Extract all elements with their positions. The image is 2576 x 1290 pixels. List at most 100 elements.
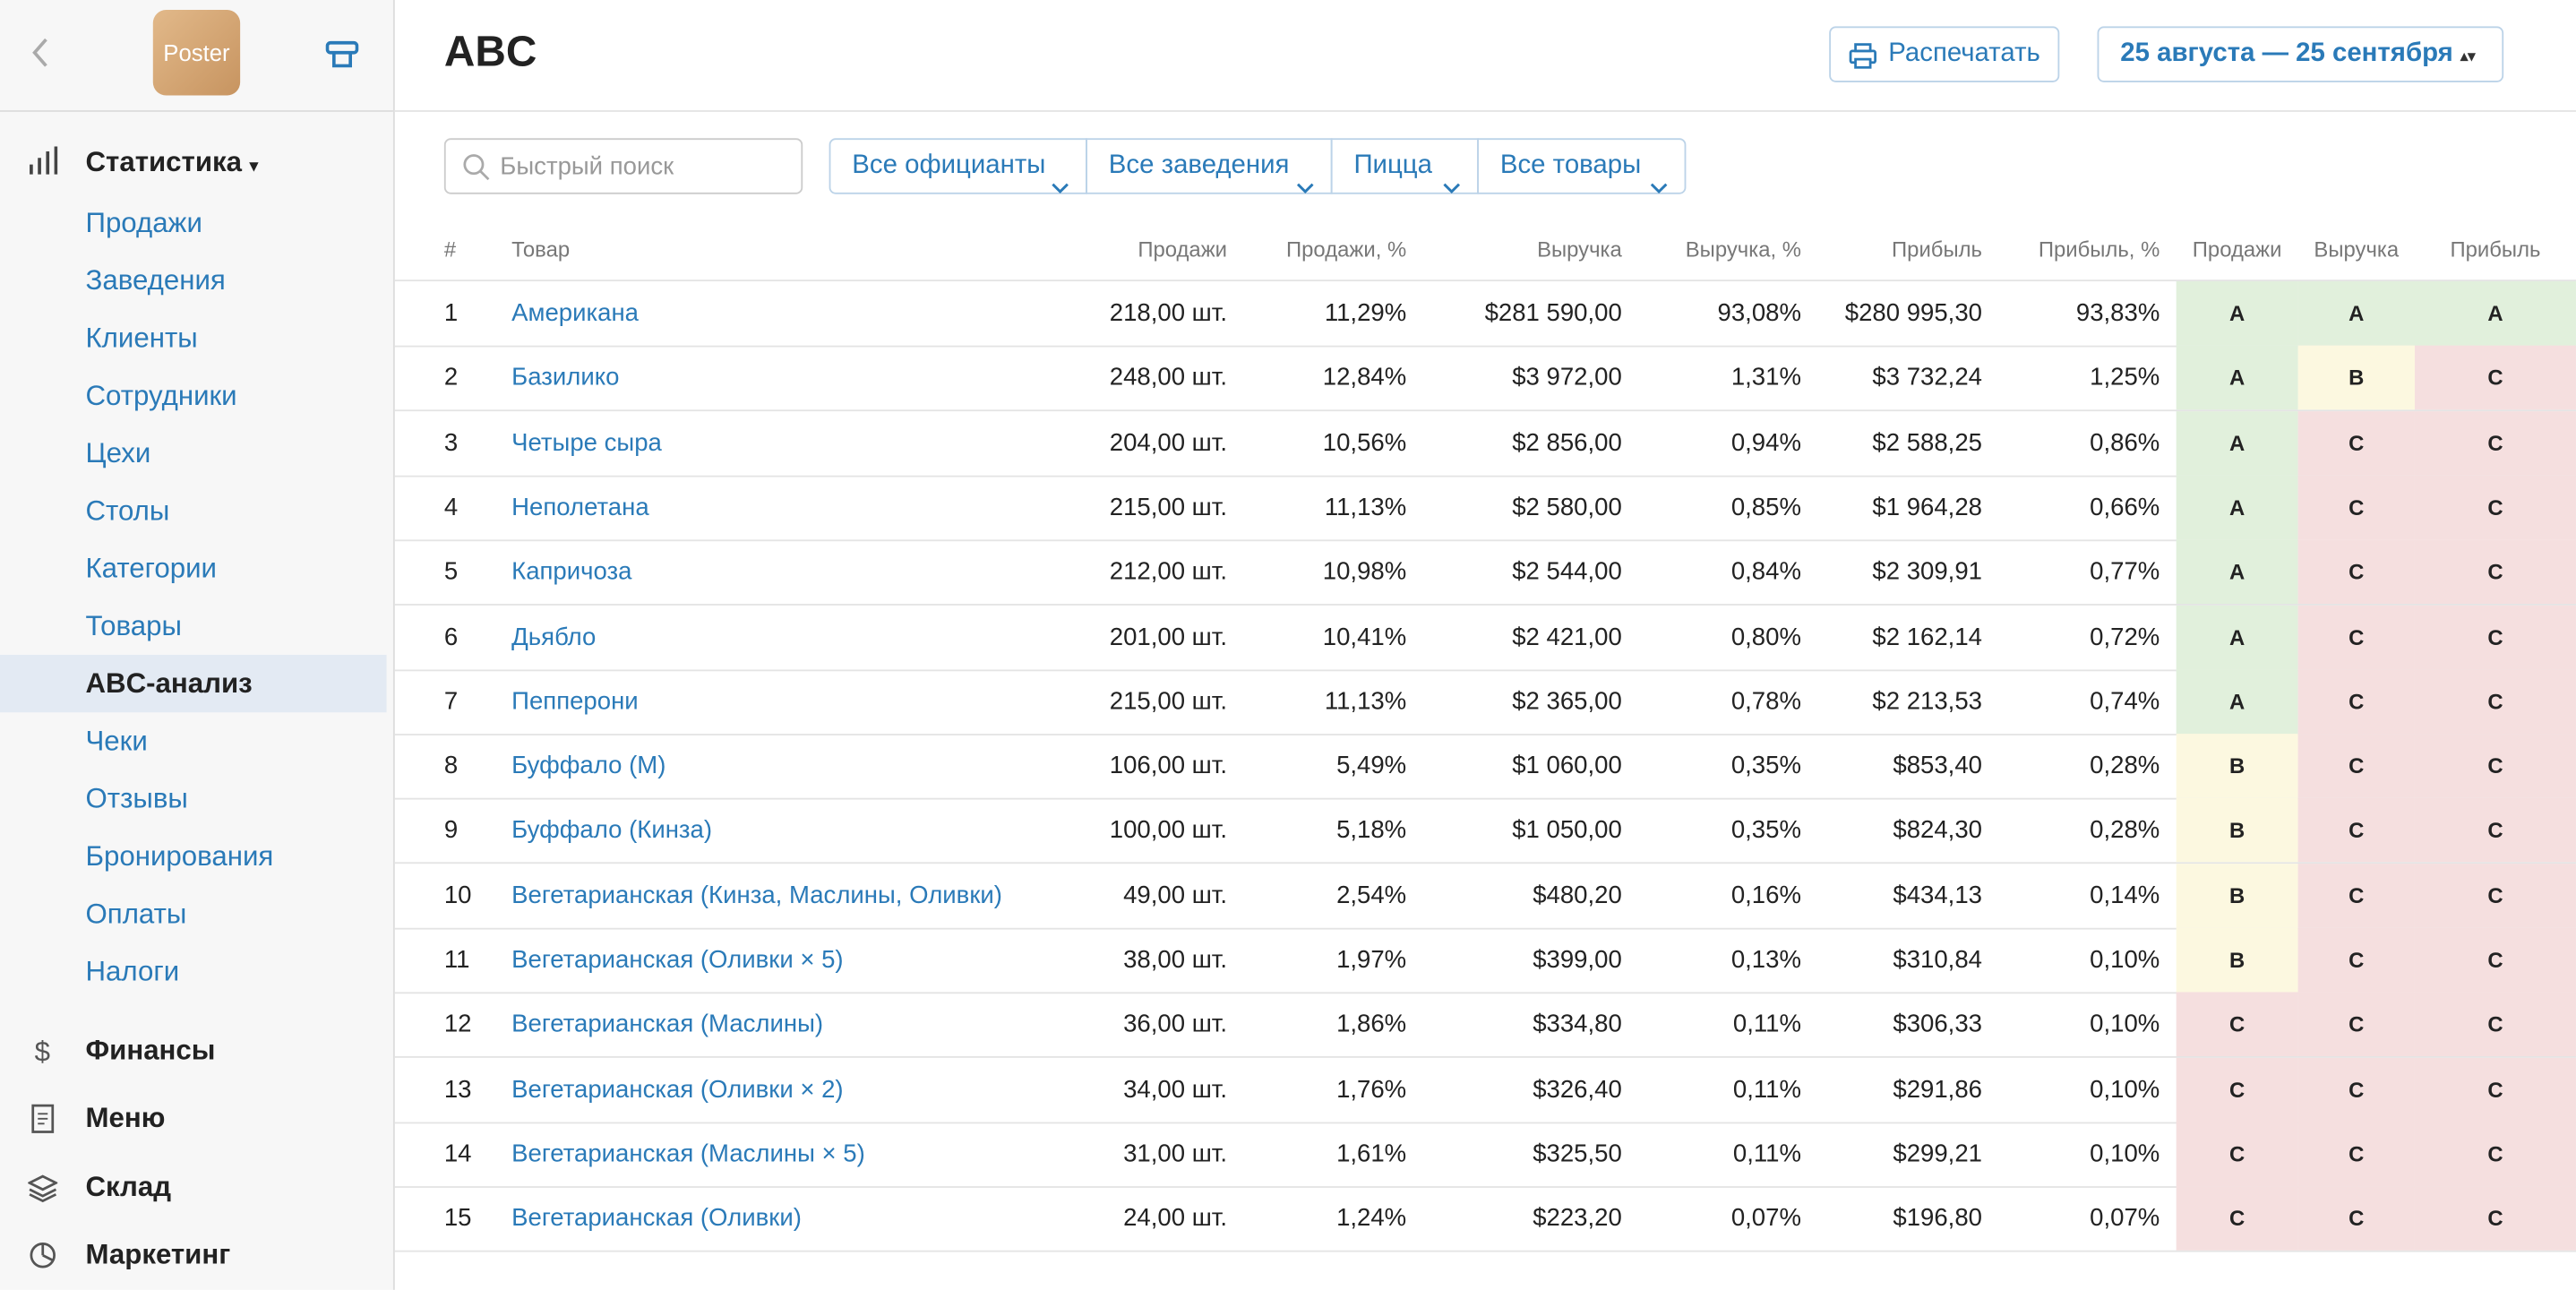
abc-class: C (2297, 475, 2415, 540)
product-link[interactable]: Буффало (М) (511, 752, 666, 780)
table-cell: 34,00 шт. (1123, 1075, 1228, 1104)
table-cell: 10 (443, 881, 472, 910)
table-cell: $2 309,91 (1872, 557, 1982, 587)
abc-class: B (2176, 863, 2298, 928)
table-cell: $223,20 (1533, 1204, 1622, 1233)
table-cell: 0,85% (1730, 493, 1801, 521)
abc-class: C (2297, 1057, 2415, 1122)
back-icon[interactable] (30, 36, 53, 69)
product-link[interactable]: Буффало (Кинза) (511, 816, 713, 845)
table-cell: 1 (443, 299, 459, 328)
product-link[interactable]: Капричоза (511, 557, 632, 587)
section-icon (28, 1241, 57, 1278)
column-header: Продажи (2192, 236, 2282, 262)
nav-item[interactable]: Продажи (85, 207, 202, 239)
chevron (1052, 161, 1069, 214)
nav-item[interactable]: Заведения (85, 264, 226, 297)
table-cell: 0,10% (2090, 1075, 2160, 1104)
header-line (394, 280, 2576, 282)
table-cell: 0,86% (2090, 428, 2160, 457)
table-cell: $2 588,25 (1872, 428, 1982, 457)
filter-dropdown[interactable]: Все товары (1477, 138, 1687, 194)
logo[interactable]: Poster (152, 10, 241, 96)
date-range[interactable]: 25 августа — 25 сентября ▴▾ (2097, 26, 2504, 82)
product-link[interactable]: Вегетарианская (Оливки) (511, 1204, 802, 1233)
abc-class: C (2297, 410, 2415, 476)
nav-section[interactable]: Статистика ▾ (85, 146, 258, 178)
column-header: Прибыль (2450, 236, 2541, 262)
section-icon (26, 1173, 59, 1210)
table-cell: $824,30 (1893, 816, 1982, 845)
nav-item[interactable]: Отзывы (85, 783, 188, 815)
table-cell: $434,13 (1893, 881, 1982, 910)
table-cell: 14 (443, 1140, 472, 1168)
nav-item[interactable]: ABC-анализ (85, 667, 253, 700)
table-cell: 0,11% (1732, 1010, 1801, 1039)
column-header: Выручка, % (1685, 236, 1801, 262)
table-cell: 38,00 шт. (1123, 945, 1228, 975)
table-cell: 31,00 шт. (1123, 1140, 1228, 1168)
nav-item[interactable]: Оплаты (85, 898, 187, 930)
abc-class: A (2176, 281, 2298, 346)
print-button[interactable]: Распечатать (1829, 26, 2060, 82)
section-icon: $ (28, 1036, 57, 1074)
nav-section[interactable]: Склад (85, 1170, 172, 1202)
nav-item[interactable]: Товары (85, 610, 182, 642)
product-link[interactable]: Вегетарианская (Оливки × 2) (511, 1075, 844, 1104)
table-cell: 0,13% (1730, 945, 1801, 975)
table-row: 4 Неполетана 215,00 шт. 11,13% $2 580,00 0,85… (394, 475, 2576, 542)
table-cell: $2 421,00 (1512, 623, 1622, 651)
nav-section[interactable]: Финансы (85, 1035, 216, 1067)
pos-icon[interactable] (325, 39, 359, 69)
product-link[interactable]: Вегетарианская (Маслины × 5) (511, 1140, 865, 1168)
product-link[interactable]: Дьябло (511, 623, 597, 651)
table-cell: 218,00 шт. (1109, 299, 1228, 328)
product-link[interactable]: Вегетарианская (Кинза, Маслины, Оливки) (511, 881, 1002, 910)
product-link[interactable]: Базилико (511, 364, 620, 392)
table-cell: 0,35% (1730, 752, 1801, 780)
table-cell: 10,98% (1322, 557, 1407, 587)
abc-class: C (2297, 539, 2415, 605)
abc-class: C (2414, 475, 2576, 540)
sidebar-top: Poster (0, 0, 393, 112)
product-link[interactable]: Вегетарианская (Маслины) (511, 1010, 824, 1039)
nav-item[interactable]: Цехи (85, 437, 151, 469)
nav-item[interactable]: Столы (85, 494, 170, 527)
product-link[interactable]: Вегетарианская (Оливки × 5) (511, 945, 844, 975)
filter-dropdown[interactable]: Пицца (1330, 138, 1480, 194)
nav-item[interactable]: Категории (85, 553, 217, 584)
filter-dropdown[interactable]: Все заведения (1086, 138, 1333, 194)
print-icon (1849, 43, 1876, 69)
table-cell: $281 590,00 (1484, 299, 1622, 328)
product-link[interactable]: Пепперони (511, 687, 639, 716)
table-cell: 0,07% (1730, 1204, 1801, 1233)
search-box[interactable]: Быстрый поиск (443, 138, 803, 194)
abc-class: C (2176, 1186, 2298, 1251)
table-cell: $2 162,14 (1872, 623, 1982, 651)
product-link[interactable]: Американа (511, 299, 640, 328)
product-link[interactable]: Четыре сыра (511, 428, 662, 457)
filter-dropdown[interactable]: Все официанты (829, 138, 1087, 194)
abc-class: A (2176, 604, 2298, 669)
abc-class: C (2297, 1186, 2415, 1251)
table-cell: $306,33 (1893, 1010, 1982, 1039)
nav-item[interactable]: Бронирования (85, 840, 274, 873)
table-cell: $3 972,00 (1512, 364, 1622, 392)
table-cell: 0,80% (1730, 623, 1801, 651)
column-header: Продажи, % (1285, 236, 1407, 262)
nav-section[interactable]: Маркетинг (85, 1238, 231, 1270)
nav-section[interactable]: Меню (85, 1103, 166, 1134)
abc-class: C (2414, 1186, 2576, 1251)
section-icon (28, 1105, 57, 1142)
nav-item[interactable]: Налоги (85, 956, 180, 987)
abc-class: A (2297, 281, 2415, 346)
filter-label: Все официанты (852, 150, 1046, 180)
column-header: Прибыль, % (2038, 236, 2160, 262)
product-link[interactable]: Неполетана (511, 493, 649, 521)
nav-item[interactable]: Клиенты (85, 322, 198, 354)
nav-item[interactable]: Чеки (85, 725, 148, 757)
table-cell: 49,00 шт. (1123, 881, 1228, 910)
nav-item[interactable]: Сотрудники (85, 380, 237, 412)
table-cell: 100,00 шт. (1109, 816, 1228, 845)
